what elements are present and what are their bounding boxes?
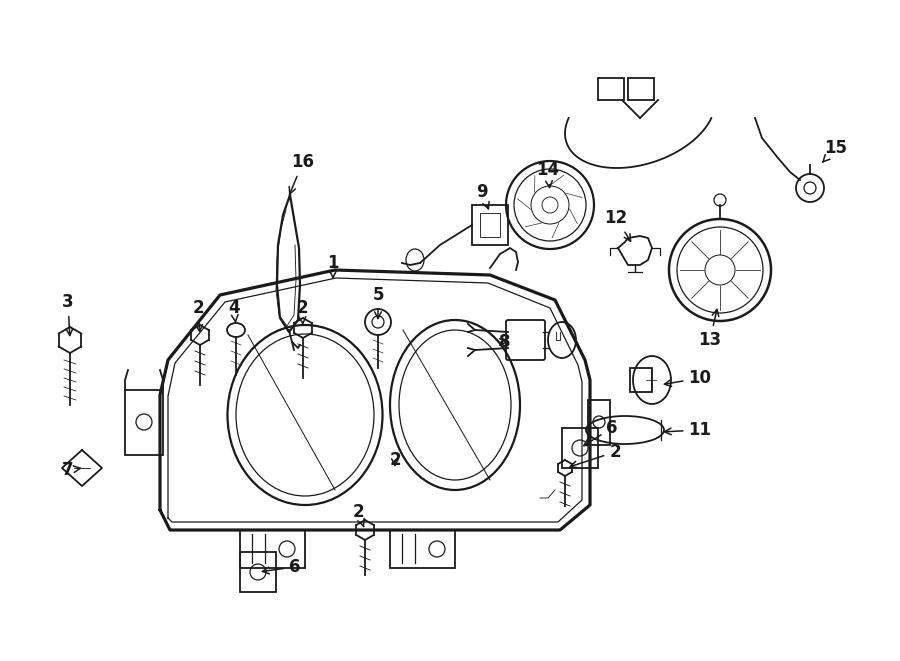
Text: 2: 2 [296,299,308,324]
Text: 13: 13 [698,309,722,349]
Text: 4: 4 [229,299,239,323]
Text: 5: 5 [373,286,383,319]
Text: 2: 2 [193,299,203,332]
Text: 11: 11 [664,421,712,439]
Text: 3: 3 [62,293,74,336]
Text: 10: 10 [664,369,712,387]
Text: 2: 2 [352,503,365,527]
Text: 16: 16 [289,153,314,194]
Text: 9: 9 [476,183,489,209]
Text: 2: 2 [389,451,400,469]
Text: 6: 6 [263,558,301,576]
Text: 1: 1 [328,254,338,278]
Text: 12: 12 [605,209,631,241]
Text: 15: 15 [823,139,848,162]
Text: 7: 7 [62,461,80,479]
Text: 14: 14 [536,161,560,188]
Text: 6: 6 [584,419,617,446]
Text: 2: 2 [571,443,621,468]
Text: 8: 8 [500,333,511,351]
